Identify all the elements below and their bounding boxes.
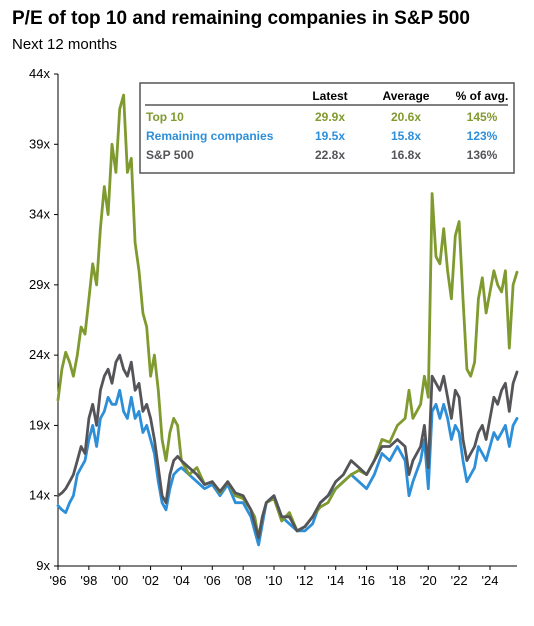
y-tick-label: 39x [29,136,50,151]
legend-header: Latest [312,89,347,103]
y-tick-label: 9x [36,558,50,573]
legend-value: 15.8x [391,129,421,143]
legend-value: 16.8x [391,148,421,162]
series-line-s-p-500 [56,353,519,540]
legend-value: 145% [467,110,498,124]
legend-header: Average [383,89,430,103]
y-tick-label: 24x [29,347,50,362]
legend-value: 136% [467,148,498,162]
legend-label: Top 10 [146,110,184,124]
x-tick-label: '22 [451,573,468,588]
x-tick-label: '16 [358,573,375,588]
legend-value: 29.9x [315,110,345,124]
series-line-remaining-companies [56,388,519,547]
legend-value: 19.5x [315,129,345,143]
y-tick-label: 29x [29,277,50,292]
y-tick-label: 34x [29,207,50,222]
y-tick-label: 19x [29,417,50,432]
legend-value: 22.8x [315,148,345,162]
legend-frame [139,82,515,174]
legend-value: 20.6x [391,110,421,124]
x-tick-label: '12 [296,573,313,588]
x-tick-label: '98 [80,573,97,588]
chart-title: P/E of top 10 and remaining companies in… [12,8,470,29]
x-tick-label: '18 [389,573,406,588]
x-tick-label: '00 [111,573,128,588]
legend-label: S&P 500 [146,148,194,162]
x-tick-label: '20 [420,573,437,588]
x-tick-label: '24 [482,573,499,588]
x-tick-label: '02 [142,573,159,588]
x-tick-label: '10 [266,573,283,588]
legend-value: 123% [467,129,498,143]
legend-label: Remaining companies [146,129,274,143]
x-tick-label: '14 [327,573,344,588]
legend-header: % of avg. [456,89,509,103]
legend-table: Latest Average % of avg. Top 10 29.9x 20.6x 14… [139,82,515,174]
x-tick-label: '06 [204,573,221,588]
x-tick-label: '96 [50,573,67,588]
y-tick-label: 44x [29,66,50,81]
x-tick-label: '04 [173,573,190,588]
y-tick-label: 14x [29,488,50,503]
series-lines [56,93,519,547]
x-tick-label: '08 [235,573,252,588]
chart-subtitle: Next 12 months [12,36,118,53]
chart-axes: 9x 14x 19x 24x 29x 34x 39x 44x '96 '98 '00 '02 '04 '0… [29,66,517,588]
